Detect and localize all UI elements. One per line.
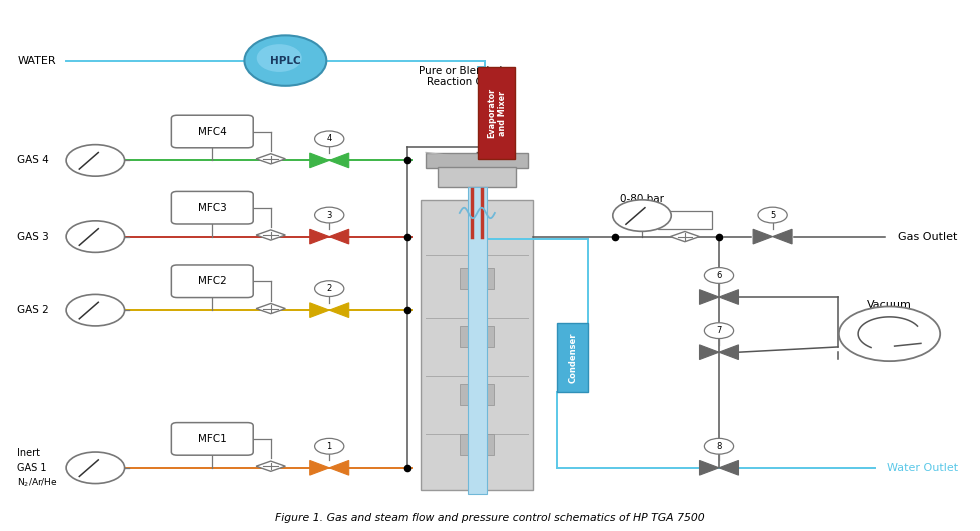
Text: 5: 5 <box>770 211 775 219</box>
Polygon shape <box>719 345 739 359</box>
Circle shape <box>758 207 787 223</box>
Bar <box>467 187 487 494</box>
Text: 3: 3 <box>326 211 332 219</box>
Text: 8: 8 <box>716 442 721 451</box>
Polygon shape <box>753 229 772 244</box>
Text: 0-80 bar: 0-80 bar <box>620 194 664 204</box>
Text: MFC4: MFC4 <box>198 126 226 136</box>
Text: Condenser: Condenser <box>568 332 577 383</box>
Polygon shape <box>256 230 285 240</box>
Text: GAS 3: GAS 3 <box>18 232 49 242</box>
Bar <box>438 167 516 187</box>
Bar <box>461 268 494 289</box>
Text: N$_2$/Ar/He: N$_2$/Ar/He <box>18 476 58 489</box>
Polygon shape <box>719 290 739 304</box>
Bar <box>426 152 528 168</box>
Polygon shape <box>329 229 349 244</box>
Polygon shape <box>329 460 349 475</box>
Text: 7: 7 <box>716 326 721 335</box>
Circle shape <box>839 306 940 361</box>
Text: WATER: WATER <box>18 56 56 65</box>
Polygon shape <box>719 460 739 475</box>
Circle shape <box>66 221 124 252</box>
Polygon shape <box>256 153 285 164</box>
Text: 6: 6 <box>716 271 721 280</box>
Ellipse shape <box>244 36 326 86</box>
Text: GAS 4: GAS 4 <box>18 156 49 166</box>
Bar <box>478 67 515 159</box>
Text: 4: 4 <box>326 134 332 143</box>
Bar <box>461 384 494 405</box>
Polygon shape <box>772 229 792 244</box>
Polygon shape <box>329 303 349 318</box>
Bar <box>461 434 494 455</box>
Bar <box>461 326 494 347</box>
Bar <box>421 200 533 491</box>
Text: MFC2: MFC2 <box>198 276 226 286</box>
Text: Inert: Inert <box>18 448 40 458</box>
Text: GAS 2: GAS 2 <box>18 305 49 315</box>
Text: HPLC: HPLC <box>270 56 301 65</box>
Polygon shape <box>700 345 719 359</box>
Polygon shape <box>256 303 285 314</box>
Bar <box>558 323 588 391</box>
Circle shape <box>705 439 734 454</box>
Circle shape <box>66 144 124 176</box>
Polygon shape <box>329 153 349 168</box>
Polygon shape <box>310 229 329 244</box>
Text: 2: 2 <box>326 284 332 293</box>
Circle shape <box>315 281 344 296</box>
Circle shape <box>66 294 124 326</box>
Text: 1: 1 <box>326 442 332 451</box>
Text: Evaporator
and Mixer: Evaporator and Mixer <box>487 88 507 138</box>
Polygon shape <box>700 290 719 304</box>
Polygon shape <box>310 303 329 318</box>
Text: GAS 1: GAS 1 <box>18 463 47 473</box>
Text: Gas Outlet: Gas Outlet <box>899 232 957 242</box>
FancyBboxPatch shape <box>172 423 253 455</box>
Circle shape <box>315 439 344 454</box>
Text: Water Outlet: Water Outlet <box>887 463 957 473</box>
Text: MFC3: MFC3 <box>198 203 226 213</box>
Polygon shape <box>700 460 719 475</box>
FancyBboxPatch shape <box>172 191 253 224</box>
Circle shape <box>315 131 344 147</box>
Circle shape <box>66 452 124 484</box>
Circle shape <box>612 200 671 232</box>
Circle shape <box>705 268 734 284</box>
Circle shape <box>705 323 734 339</box>
FancyBboxPatch shape <box>172 265 253 297</box>
Text: Vacuum: Vacuum <box>867 300 912 310</box>
Polygon shape <box>256 461 285 472</box>
FancyBboxPatch shape <box>172 115 253 148</box>
Text: Figure 1. Gas and steam flow and pressure control schematics of HP TGA 7500: Figure 1. Gas and steam flow and pressur… <box>275 513 705 523</box>
Text: Pure or Blended
Reaction Gas: Pure or Blended Reaction Gas <box>419 66 503 88</box>
Ellipse shape <box>257 44 302 72</box>
Circle shape <box>315 207 344 223</box>
Polygon shape <box>310 153 329 168</box>
Polygon shape <box>310 460 329 475</box>
Text: pump: pump <box>873 313 906 323</box>
FancyBboxPatch shape <box>658 211 712 229</box>
Polygon shape <box>670 232 700 242</box>
Text: MFC1: MFC1 <box>198 434 226 444</box>
